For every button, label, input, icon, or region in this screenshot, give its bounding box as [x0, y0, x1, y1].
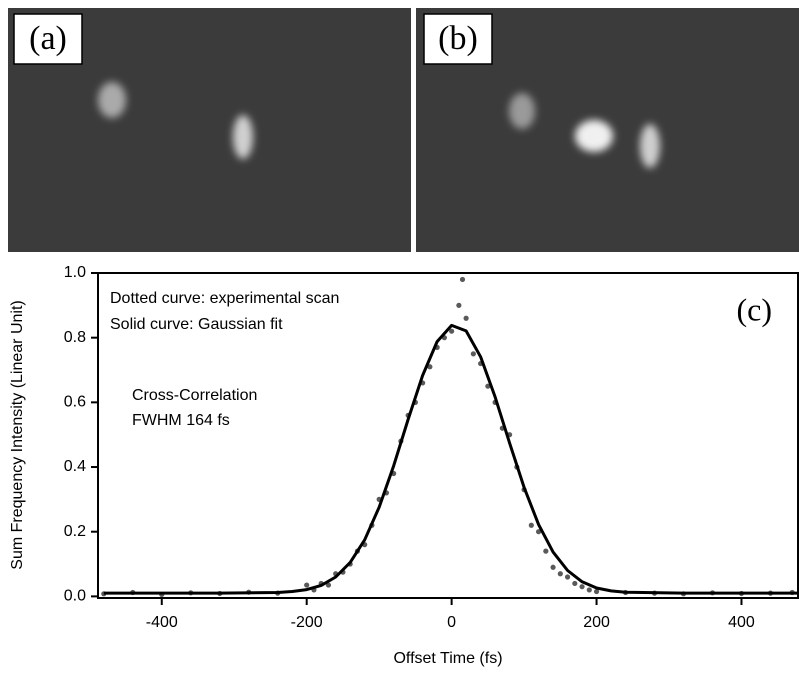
y-tick-label: 0.0 [64, 588, 86, 605]
data-point [463, 315, 469, 321]
panel-label: (a) [29, 20, 67, 57]
y-tick-label: 0.8 [64, 329, 86, 346]
panel-label: (b) [438, 20, 478, 57]
x-tick-label: 400 [728, 614, 755, 631]
image-b: (b) [416, 8, 799, 252]
data-point [593, 588, 600, 595]
data-point [459, 276, 466, 283]
x-tick-label: 200 [583, 614, 610, 631]
y-tick-label: 0.6 [64, 394, 86, 411]
data-point [325, 582, 332, 588]
y-tick-label: 1.0 [64, 264, 86, 281]
x-tick-label: 0 [447, 614, 456, 631]
x-axis-label: Offset Time (fs) [393, 650, 502, 667]
x-tick-label: -200 [291, 614, 323, 631]
data-point [543, 548, 549, 554]
fit-curve [103, 323, 798, 595]
annotation: Solid curve: Gaussian fit [110, 316, 283, 333]
x-tick-label: -400 [146, 614, 178, 631]
data-point [528, 522, 534, 528]
panel-label: (c) [736, 291, 772, 327]
data-point [564, 574, 571, 580]
data-point [485, 383, 491, 389]
data-point [449, 328, 455, 334]
data-point [535, 529, 542, 535]
data-point [550, 564, 556, 570]
annotation: FWHM 164 fs [132, 412, 230, 429]
y-tick-label: 0.4 [64, 458, 86, 475]
data-point [304, 582, 310, 588]
plot-frame [97, 272, 799, 599]
y-axis-label: Sum Frequency Intensity (Linear Unit) [9, 300, 26, 569]
data-point [427, 364, 433, 370]
image-a: (a) [8, 8, 411, 252]
data-point [470, 351, 476, 357]
data-point [456, 302, 462, 308]
data-point [572, 580, 578, 587]
y-tick-label: 0.2 [64, 523, 86, 540]
data-point [579, 584, 585, 590]
data-point [557, 571, 563, 577]
annotation: Cross-Correlation [132, 387, 257, 404]
annotation: Dotted curve: experimental scan [110, 290, 339, 307]
data-point [586, 587, 592, 593]
